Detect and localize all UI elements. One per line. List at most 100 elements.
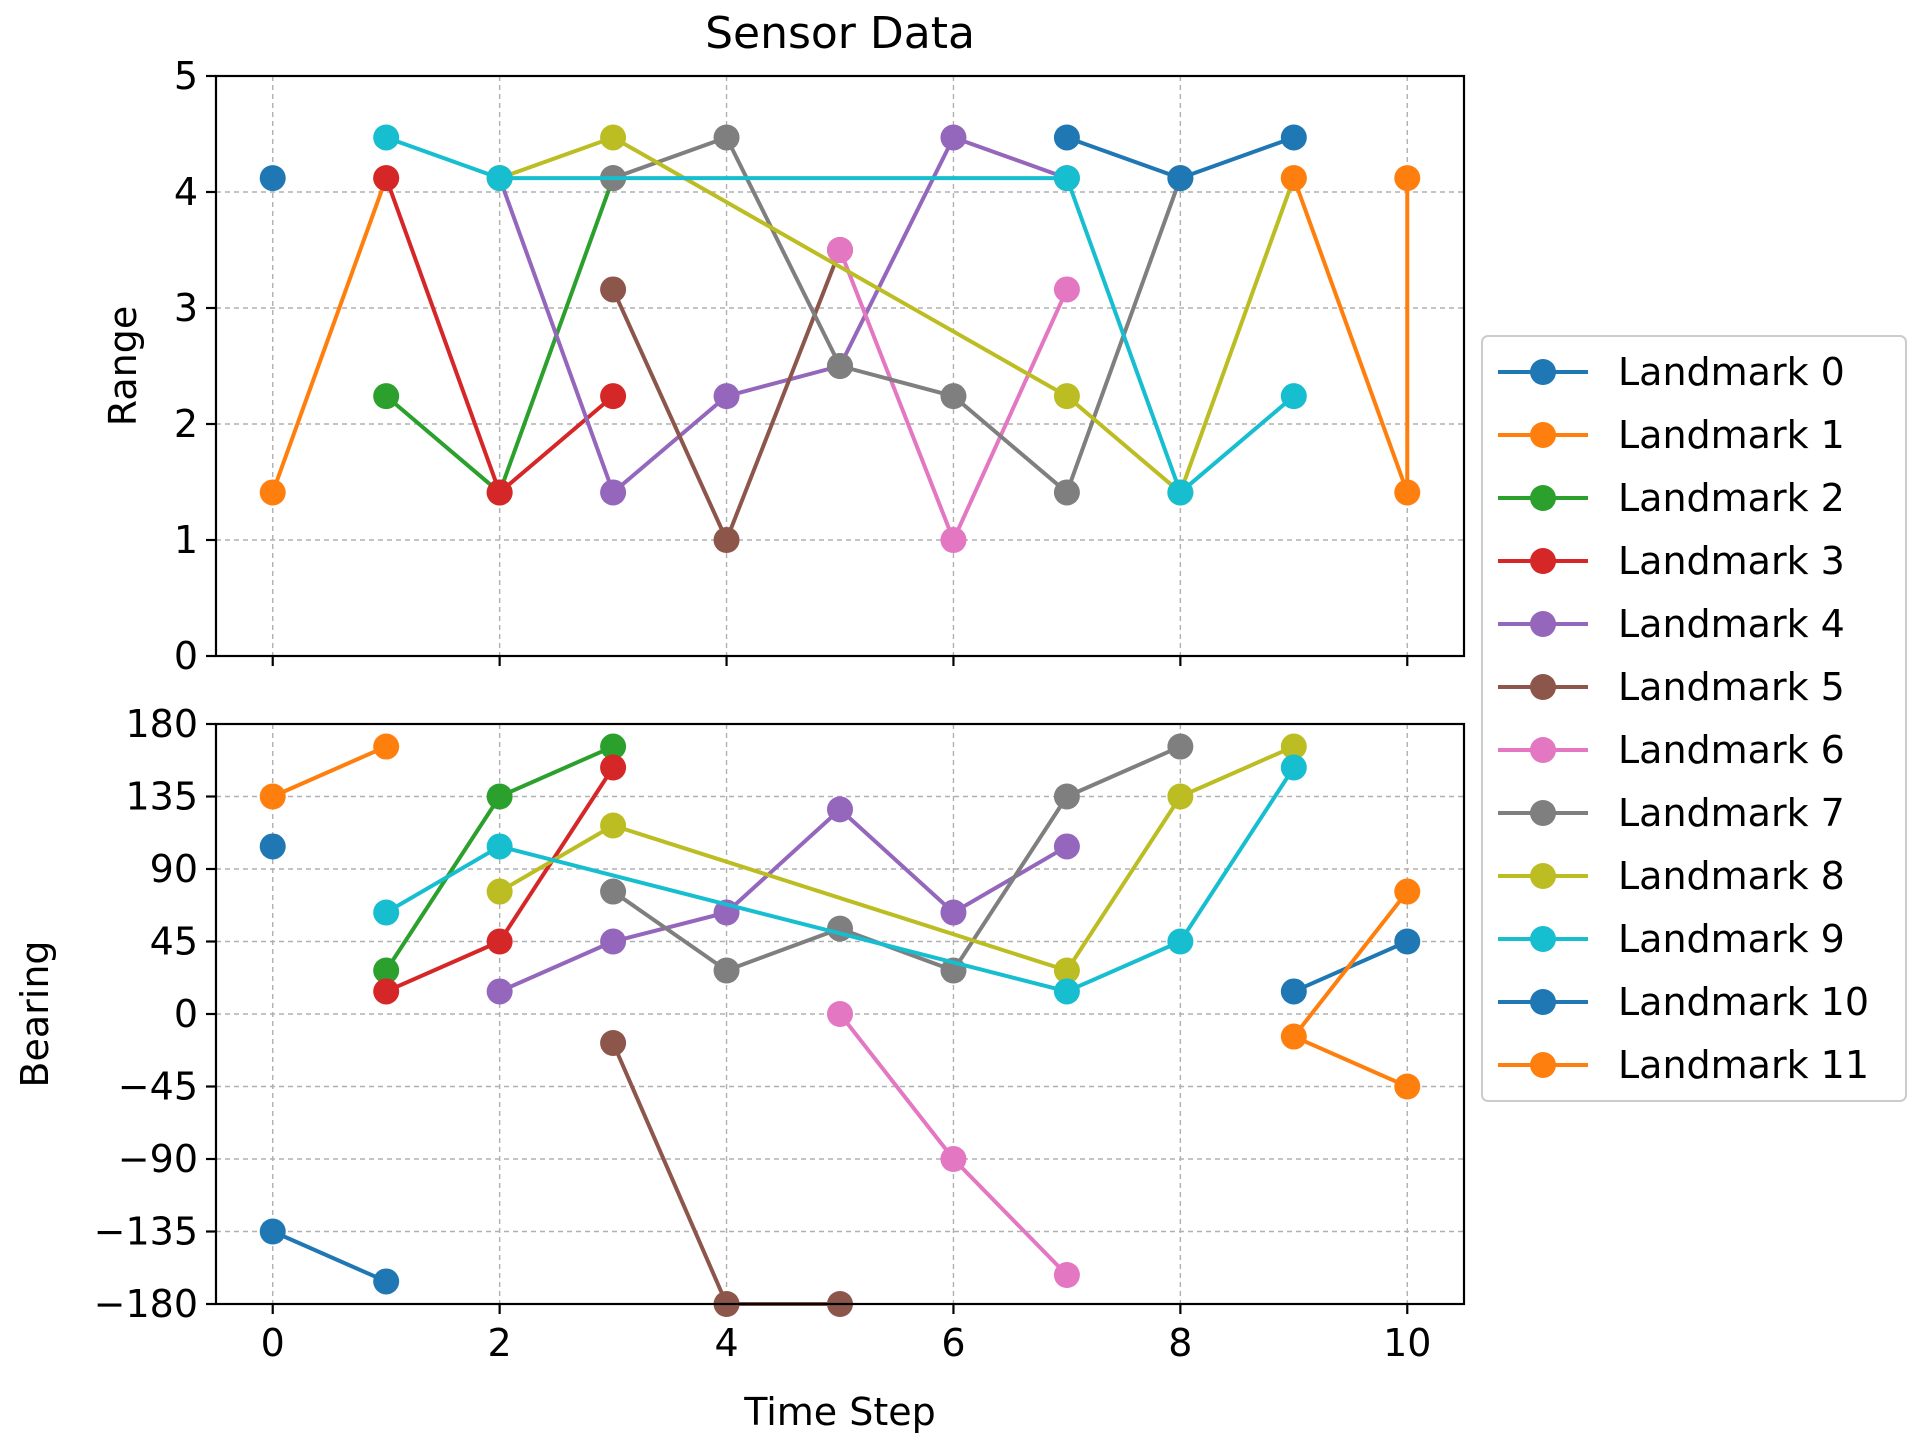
x-axis-label: Time Step [743, 1390, 936, 1434]
range-point-landmark-10 [1053, 124, 1080, 151]
legend-item-landmark-1: Landmark 1 [1498, 413, 1845, 457]
legend-label: Landmark 11 [1618, 1043, 1869, 1087]
bearing-series-landmark-0 [259, 833, 400, 1295]
range-point-landmark-9 [1053, 165, 1080, 192]
range-line-segment-landmark-6 [951, 287, 1069, 542]
bearing-y-tick-label: 90 [150, 847, 198, 891]
bearing-point-landmark-2 [486, 783, 513, 810]
legend-item-landmark-7: Landmark 7 [1498, 791, 1845, 835]
bearing-axes-frame [214, 722, 1466, 1306]
bearing-point-landmark-3 [486, 928, 513, 955]
legend-marker [1530, 422, 1556, 448]
range-point-landmark-9 [373, 124, 400, 151]
legend-label: Landmark 0 [1618, 350, 1845, 394]
range-point-landmark-8 [1053, 383, 1080, 410]
range-line-segment-landmark-3 [384, 176, 502, 495]
legend-label: Landmark 2 [1618, 476, 1845, 520]
bearing-line-segment-landmark-4 [724, 807, 842, 915]
x-tick-label: 0 [261, 1321, 285, 1365]
range-line-segment-landmark-1 [270, 176, 389, 495]
legend-marker [1530, 926, 1556, 952]
bearing-point-landmark-7 [713, 957, 740, 984]
legend-label: Landmark 6 [1618, 728, 1845, 772]
range-line-segment-landmark-4 [724, 364, 842, 399]
range-line-segment-landmark-8 [1064, 394, 1183, 495]
range-point-landmark-7 [713, 124, 740, 151]
range-y-tick-label: 5 [174, 54, 198, 98]
bearing-line-segment-landmark-6 [951, 1157, 1069, 1277]
bearing-point-landmark-9 [1053, 978, 1080, 1005]
legend-item-landmark-4: Landmark 4 [1498, 602, 1845, 646]
range-point-landmark-4 [713, 383, 740, 410]
bearing-line-segment-landmark-7 [611, 889, 729, 973]
range-y-tick-label: 4 [174, 170, 198, 214]
x-tick-label: 4 [714, 1321, 738, 1365]
bearing-line-segment-landmark-7 [1064, 744, 1183, 799]
x-tick-label: 8 [1168, 1321, 1192, 1365]
range-point-landmark-7 [940, 383, 967, 410]
bearing-series-landmark-7 [600, 733, 1194, 984]
range-point-landmark-11 [1394, 165, 1421, 192]
x-tick-label: 10 [1383, 1321, 1431, 1365]
bearing-point-landmark-4 [940, 899, 967, 926]
bearing-point-landmark-11 [1394, 1073, 1421, 1100]
legend-marker [1530, 800, 1556, 826]
legend-label: Landmark 4 [1618, 602, 1845, 646]
bearing-series-landmark-3 [373, 754, 627, 1005]
bearing-line-segment-landmark-11 [1291, 889, 1410, 1039]
bearing-series-landmark-9 [373, 754, 1307, 1005]
range-line-segment-landmark-9 [1064, 176, 1183, 495]
range-axes-frame [214, 74, 1466, 658]
legend-item-landmark-11: Landmark 11 [1498, 1043, 1869, 1087]
range-line-segment-landmark-4 [611, 394, 729, 495]
bearing-panel: 180 135 90 45 0 −45 −90 −135 −180 Bearing [13, 702, 1466, 1326]
range-point-landmark-9 [1280, 383, 1307, 410]
legend-marker [1530, 359, 1556, 385]
bearing-point-landmark-6 [940, 1146, 967, 1172]
range-point-landmark-7 [827, 353, 853, 379]
bearing-line-segment-landmark-8 [1178, 744, 1296, 799]
bearing-point-landmark-7 [600, 878, 627, 905]
range-point-landmark-0 [259, 165, 286, 192]
range-line-segment-landmark-6 [838, 248, 956, 542]
bearing-line-segment-landmark-4 [497, 939, 616, 994]
range-line-segment-landmark-8 [1178, 176, 1296, 495]
legend-label: Landmark 7 [1618, 791, 1845, 835]
bearing-line-segment-landmark-4 [951, 844, 1069, 915]
range-line-segment-landmark-5 [724, 248, 842, 542]
bearing-point-landmark-6 [827, 1001, 853, 1027]
bearing-line-segment-landmark-9 [497, 844, 1069, 994]
range-point-landmark-11 [1394, 479, 1421, 506]
bearing-line-segment-landmark-8 [611, 823, 1069, 973]
range-point-landmark-11 [1280, 165, 1307, 192]
range-line-segment-landmark-10 [1064, 135, 1183, 181]
bearing-point-landmark-2 [600, 733, 627, 760]
bearing-line-segment-landmark-0 [270, 1229, 389, 1284]
legend-item-landmark-8: Landmark 8 [1498, 854, 1845, 898]
bearing-point-landmark-9 [486, 833, 513, 860]
bearing-series-landmark-6 [827, 1001, 1080, 1288]
bearing-line-segment-landmark-1 [270, 744, 389, 799]
bearing-line-segment-landmark-8 [497, 823, 616, 894]
bearing-point-landmark-4 [486, 978, 513, 1005]
legend-marker [1530, 989, 1556, 1015]
range-line-segment-landmark-7 [838, 364, 956, 399]
range-line-segment-landmark-2 [384, 394, 502, 495]
bearing-point-landmark-6 [1053, 1262, 1080, 1288]
bearing-point-landmark-0 [259, 1218, 286, 1245]
range-line-segment-landmark-8 [497, 135, 616, 181]
bearing-point-landmark-9 [1280, 754, 1307, 781]
bearing-point-landmark-4 [827, 796, 853, 823]
range-line-segment-landmark-4 [497, 176, 616, 495]
bearing-line-segment-landmark-3 [497, 765, 616, 944]
legend-label: Landmark 3 [1618, 539, 1845, 583]
range-series-landmark-11 [1280, 165, 1421, 506]
bearing-point-landmark-8 [1280, 733, 1307, 760]
range-point-landmark-1 [259, 479, 286, 506]
range-point-landmark-3 [600, 383, 627, 410]
bearing-line-segment-landmark-4 [611, 910, 729, 944]
panels-layer: 012345Range18013590450−45−90−135−180Bear… [13, 54, 1466, 1365]
bearing-y-tick-label: −45 [118, 1065, 198, 1109]
range-series-landmark-9 [373, 124, 1307, 506]
